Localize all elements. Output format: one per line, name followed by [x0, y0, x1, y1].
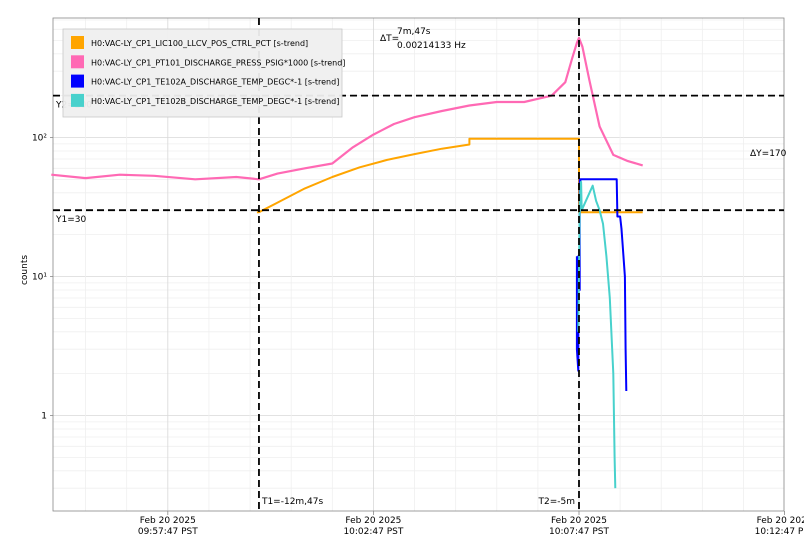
legend-swatch-1	[71, 36, 84, 49]
cursor-y1-label: Y1=30	[55, 215, 86, 225]
plot-frame	[52, 17, 785, 512]
series-layer	[51, 36, 644, 489]
y-tick-label: 10¹	[32, 273, 47, 283]
delta-t-prefix: ΔT=	[380, 34, 399, 44]
legend-label-3: H0:VAC-LY_CP1_TE102A_DISCHARGE_TEMP_DEGC…	[91, 78, 339, 87]
y-tick-label: 10²	[32, 134, 47, 144]
delta-t-frequency: 0.00214133 Hz	[397, 41, 466, 51]
delta-y-label: ΔY=170	[750, 149, 787, 159]
x-tick-time: 09:57:47 PST	[138, 527, 198, 537]
grid	[53, 18, 784, 511]
legend-label-4: H0:VAC-LY_CP1_TE102B_DISCHARGE_TEMP_DEGC…	[91, 97, 339, 106]
legend-swatch-2	[71, 55, 84, 69]
x-tick-time: 10:12:47 PST	[755, 527, 804, 537]
x-tick-time: 10:07:47 PST	[549, 527, 609, 537]
x-tick-date: Feb 20 2025	[551, 516, 607, 526]
y-axis-title: counts	[20, 255, 30, 285]
cursor-t2-label: T2=-5m	[537, 497, 575, 507]
x-tick-date: Feb 20 2025	[140, 516, 196, 526]
legend: H0:VAC-LY_CP1_LIC100_LLCV_POS_CTRL_PCT […	[62, 28, 345, 118]
x-tick-date: Feb 20 2025	[345, 516, 401, 526]
legend-label-1: H0:VAC-LY_CP1_LIC100_LLCV_POS_CTRL_PCT […	[91, 39, 308, 48]
legend-label-2: H0:VAC-LY_CP1_PT101_DISCHARGE_PRESS_PSIG…	[91, 58, 345, 67]
legend-box	[62, 28, 343, 118]
cursor-t1-label: T1=-12m,47s	[261, 497, 324, 507]
delta-t-value: 7m,47s	[397, 27, 431, 37]
x-tick-time: 10:02:47 PST	[343, 527, 403, 537]
series-line-4	[577, 180, 617, 489]
series-line-1	[256, 137, 643, 214]
y-tick-label: 1	[41, 412, 47, 422]
legend-swatch-4	[71, 93, 84, 107]
x-tick-date: Feb 20 2025	[757, 516, 804, 526]
series-line-2	[51, 36, 644, 181]
legend-swatch-3	[71, 74, 84, 88]
